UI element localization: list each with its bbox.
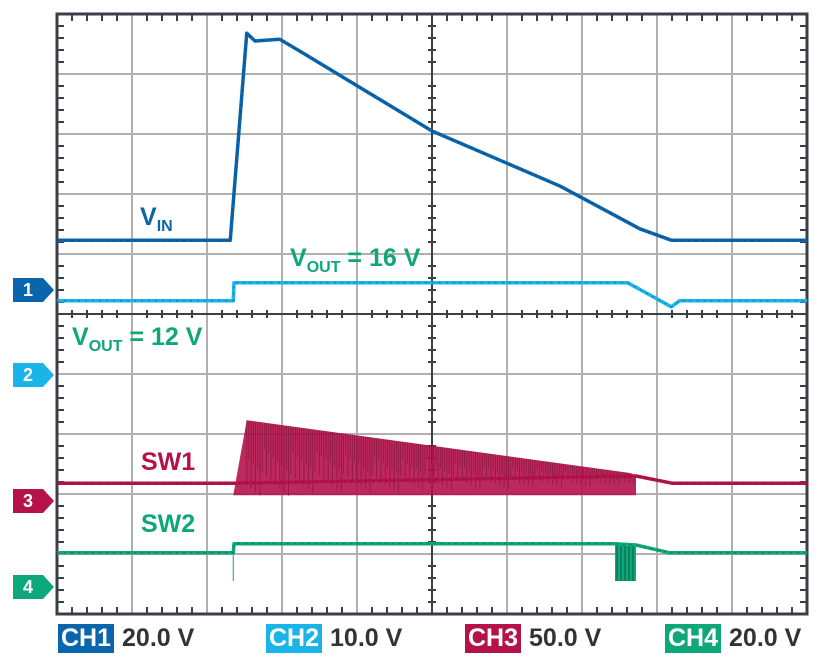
legend-ch1: CH1 20.0 V [58,624,194,653]
ch4-ground-marker[interactable]: 4 [13,575,54,599]
ch1-tag: CH1 [58,624,115,653]
ch1-trace [57,31,807,242]
ch2-ground-marker[interactable]: 2 [13,363,54,387]
ch3-tag: CH3 [465,624,522,653]
ch3-switching-envelope [233,420,636,496]
ch3-ground-marker[interactable]: 3 [13,489,54,513]
graticule-border [55,12,809,616]
ch1-scale: 20.0 V [122,624,195,652]
vout-16v-label: VOUT = 16 V [290,244,421,276]
legend-ch2: CH2 10.0 V [266,624,402,653]
ch4-trace-noise [57,543,807,554]
ch1-ground-marker[interactable]: 1 [13,278,54,302]
sw1-label: SW1 [141,448,196,476]
legend-ch3: CH3 50.0 V [465,624,601,653]
ch4-scale: 20.0 V [729,624,802,652]
ch2-trace-noise [57,282,807,308]
ch2-tag: CH2 [266,624,323,653]
vout-12v-label: VOUT = 12 V [72,323,203,355]
ch4-tag: CH4 [665,624,722,653]
ch3-trace [57,474,807,485]
ch3-scale: 50.0 V [529,624,602,652]
sw2-label: SW2 [141,510,196,538]
ch2-scale: 10.0 V [330,624,403,652]
legend-ch4: CH4 20.0 V [665,624,801,653]
vin-label: VIN [140,203,173,235]
